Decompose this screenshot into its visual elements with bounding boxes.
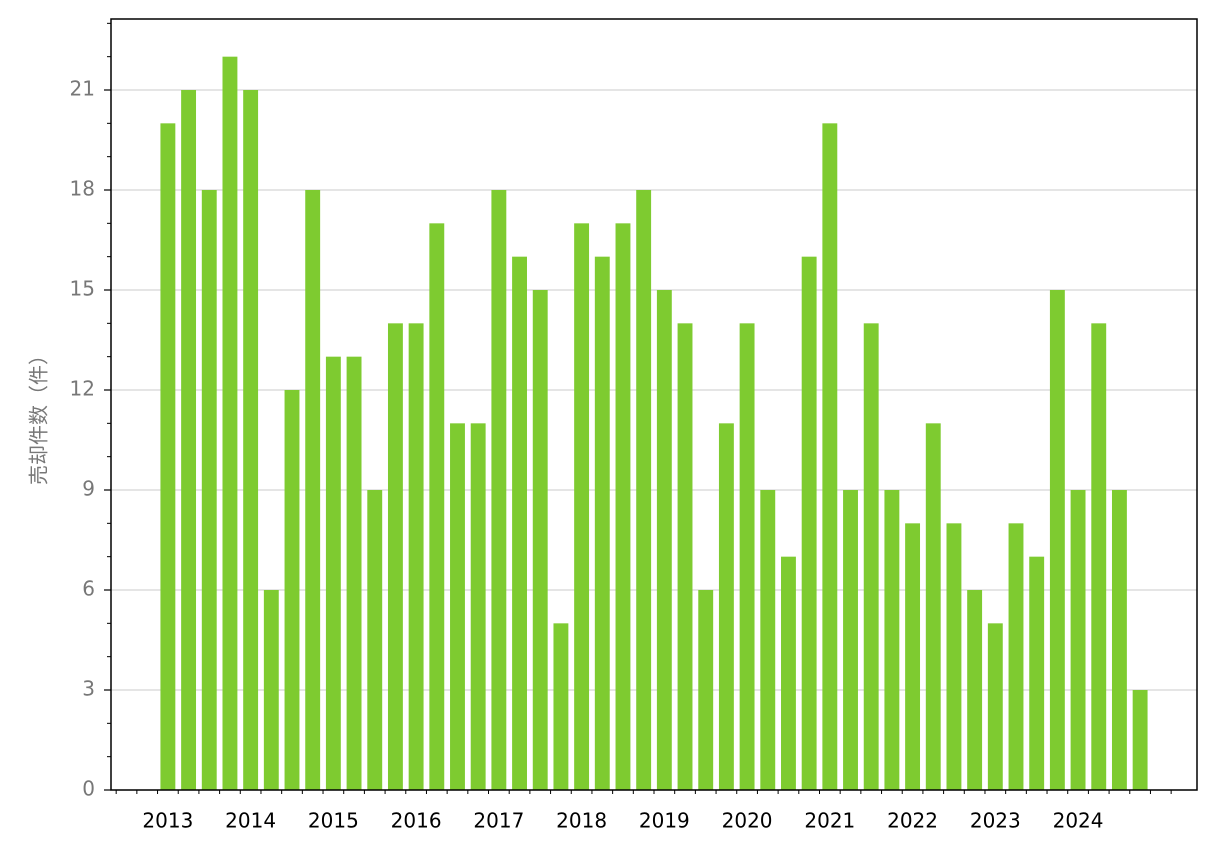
- bar: [677, 323, 693, 790]
- bar: [222, 56, 238, 790]
- bar: [305, 190, 321, 790]
- bar: [1111, 490, 1127, 790]
- bar: [925, 423, 941, 790]
- bar: [181, 90, 197, 790]
- bar: [160, 123, 176, 791]
- bar: [1132, 690, 1148, 790]
- bar: [201, 190, 217, 790]
- x-tick-label: 2013: [142, 809, 193, 833]
- x-tick-label: 2021: [804, 809, 855, 833]
- x-tick-label: 2017: [473, 809, 524, 833]
- y-tick-label: 21: [70, 77, 95, 101]
- x-tick-label: 2024: [1053, 809, 1104, 833]
- y-tick-label: 15: [70, 277, 95, 301]
- bar: [863, 323, 879, 790]
- plot-frame: [110, 18, 1198, 791]
- bar: [594, 256, 610, 791]
- bar: [987, 623, 1003, 790]
- bar: [574, 223, 590, 791]
- bar: [450, 423, 465, 790]
- bar: [408, 323, 424, 790]
- bar: [656, 290, 672, 790]
- x-tick-label: 2016: [391, 809, 442, 833]
- x-tick-label: 2022: [887, 809, 938, 833]
- bar: [884, 490, 900, 790]
- bar: [822, 123, 838, 791]
- x-tick-label: 2018: [556, 809, 607, 833]
- bar: [325, 356, 341, 790]
- x-tick-label: 2019: [639, 809, 690, 833]
- bar: [615, 223, 631, 791]
- y-tick-label: 0: [82, 777, 95, 801]
- bar: [905, 523, 921, 790]
- bar: [1070, 490, 1086, 790]
- bar: [512, 256, 527, 791]
- bar: [718, 423, 734, 790]
- bar: [946, 523, 962, 790]
- bar: [387, 323, 403, 790]
- bar: [760, 490, 776, 790]
- bar: [801, 256, 817, 791]
- x-tick-label: 2023: [970, 809, 1021, 833]
- x-tick-label: 2014: [225, 809, 276, 833]
- bar: [491, 190, 507, 790]
- y-axis-label: 売却件数（件）: [27, 345, 51, 485]
- bar: [1091, 323, 1107, 790]
- y-tick-label: 12: [70, 377, 95, 401]
- bar: [636, 190, 652, 790]
- bar: [263, 590, 279, 790]
- bar: [781, 556, 796, 790]
- bar: [553, 623, 569, 790]
- x-tick-label: 2015: [308, 809, 359, 833]
- bar: [243, 90, 259, 790]
- bar: [1008, 523, 1024, 790]
- bar: [843, 490, 858, 790]
- bar: [346, 356, 362, 790]
- bar: [739, 323, 755, 790]
- bar: [698, 590, 714, 790]
- bar: [470, 423, 486, 790]
- bar: [967, 590, 983, 790]
- bar: [284, 390, 300, 790]
- y-tick-label: 6: [82, 577, 95, 601]
- x-tick-label: 2020: [722, 809, 773, 833]
- bar: [1049, 290, 1065, 790]
- bar: [1029, 556, 1045, 790]
- bar: [532, 290, 548, 790]
- y-tick-label: 9: [82, 477, 95, 501]
- y-tick-label: 3: [82, 677, 95, 701]
- y-tick-label: 18: [70, 177, 95, 201]
- bar: [429, 223, 445, 791]
- bar: [367, 490, 383, 790]
